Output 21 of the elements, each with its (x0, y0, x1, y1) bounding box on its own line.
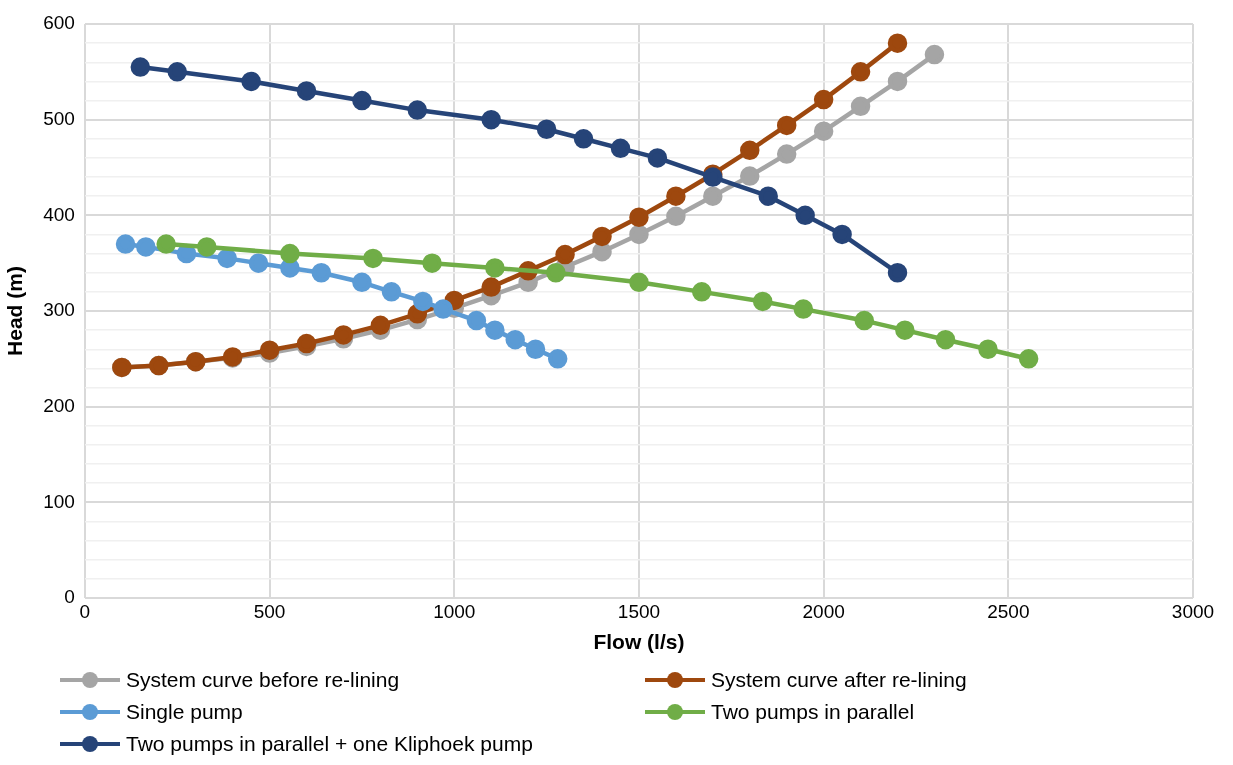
y-tick-label: 0 (64, 586, 75, 608)
y-tick-label: 600 (43, 12, 75, 34)
legend-label: System curve after re-lining (711, 668, 967, 692)
y-axis-title: Head (m) (3, 266, 27, 356)
x-tick-label: 3000 (1171, 600, 1215, 622)
x-tick-label: 1500 (617, 600, 661, 622)
x-axis-title: Flow (l/s) (593, 630, 685, 654)
legend-label: Single pump (126, 700, 243, 724)
legend-label: Two pumps in parallel + one Kliphoek pump (126, 732, 533, 756)
x-tick-label: 500 (253, 600, 286, 622)
y-tick-label: 100 (43, 490, 75, 512)
y-tick-label: 300 (43, 299, 75, 321)
legend-label: System curve before re-lining (126, 668, 400, 692)
x-tick-label: 0 (79, 600, 91, 622)
y-tick-label: 500 (43, 107, 75, 129)
y-tick-label: 200 (43, 394, 75, 416)
x-tick-label: 2000 (802, 600, 845, 622)
y-tick-label: 400 (43, 203, 75, 225)
legend-label: Two pumps in parallel (711, 700, 915, 724)
x-tick-label: 1000 (433, 600, 476, 622)
x-tick-label: 2500 (987, 600, 1030, 622)
